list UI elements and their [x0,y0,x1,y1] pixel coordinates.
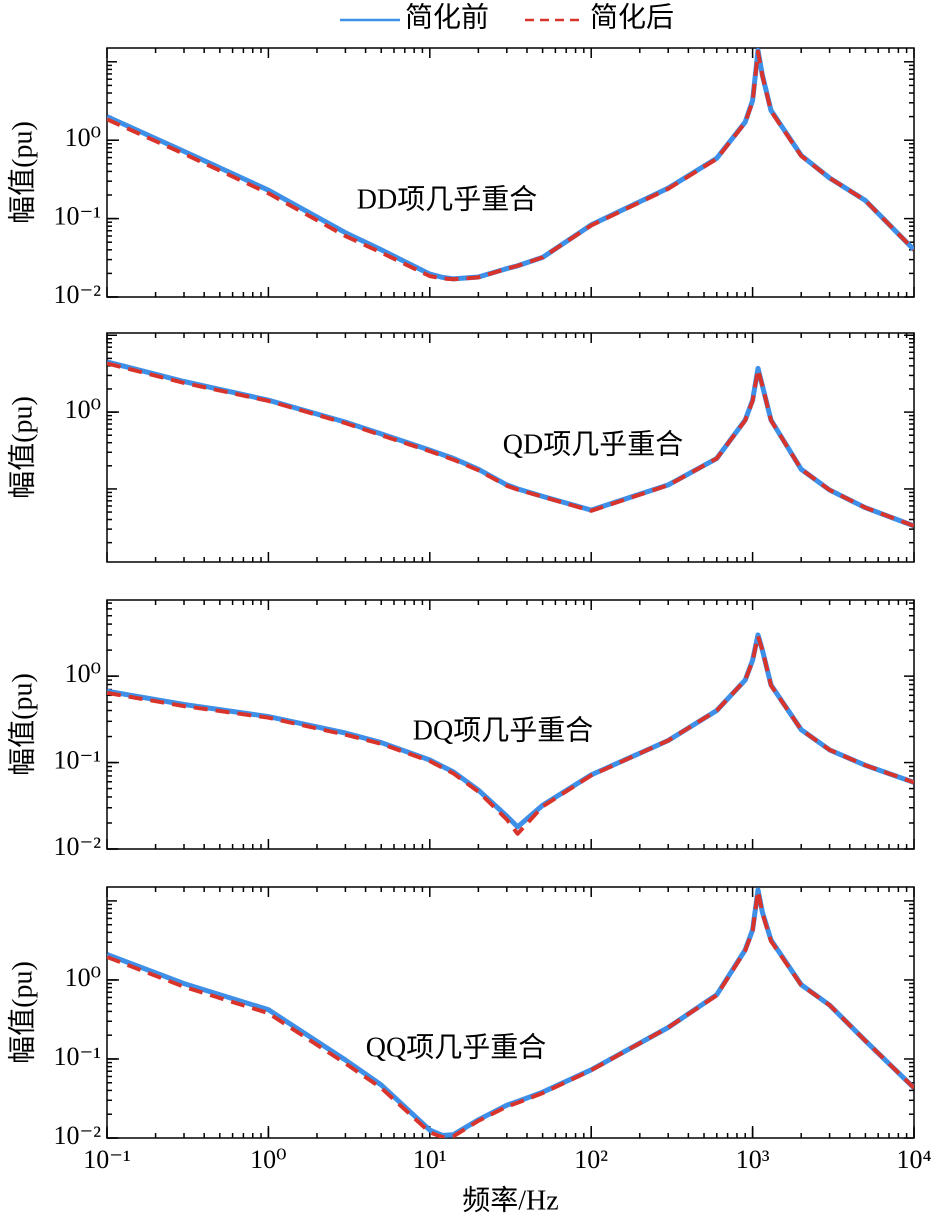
y-axis-label: 幅值(pu) [6,121,38,224]
legend-label: 简化后 [590,1,674,33]
y-tick-label: 10⁰ [65,963,101,992]
plot-frame [106,332,915,563]
x-tick-label: 10³ [736,1145,770,1174]
plot-frame [106,886,915,1139]
y-tick-label: 10⁰ [65,659,101,688]
plot-frame [106,599,915,850]
annotation: QQ项几乎重合 [366,1031,546,1063]
x-tick-label: 10² [574,1145,608,1174]
y-axis-label: 幅值(pu) [6,673,38,776]
y-tick-label: 10⁻¹ [53,202,101,231]
series-line [107,887,914,1138]
series-line [107,361,914,528]
y-tick-label: 10⁰ [65,123,101,152]
y-tick-label: 10⁻² [53,280,101,309]
series-line [107,888,914,1138]
legend-label: 简化前 [405,1,489,33]
annotation: DD项几乎重合 [357,183,537,215]
y-axis-label: 幅值(pu) [6,961,38,1064]
x-axis-label: 频率/Hz [462,1184,558,1216]
y-tick-label: 10⁻² [53,1121,101,1150]
plot-frame [106,47,915,298]
y-tick-label: 10⁻¹ [53,1042,101,1071]
x-tick-label: 10⁴ [896,1145,931,1174]
annotation: DQ项几乎重合 [413,714,593,746]
y-tick-label: 10⁻² [53,832,101,861]
y-tick-label: 10⁰ [65,395,101,424]
x-tick-label: 10⁻¹ [83,1145,131,1174]
x-tick-label: 10⁰ [250,1145,286,1174]
y-axis-label: 幅值(pu) [6,396,38,499]
x-tick-label: 10¹ [413,1145,447,1174]
series-line [107,634,914,836]
series-line [107,47,914,282]
y-tick-label: 10⁻¹ [53,746,101,775]
annotation: QD项几乎重合 [503,428,683,460]
series-line [107,49,914,282]
